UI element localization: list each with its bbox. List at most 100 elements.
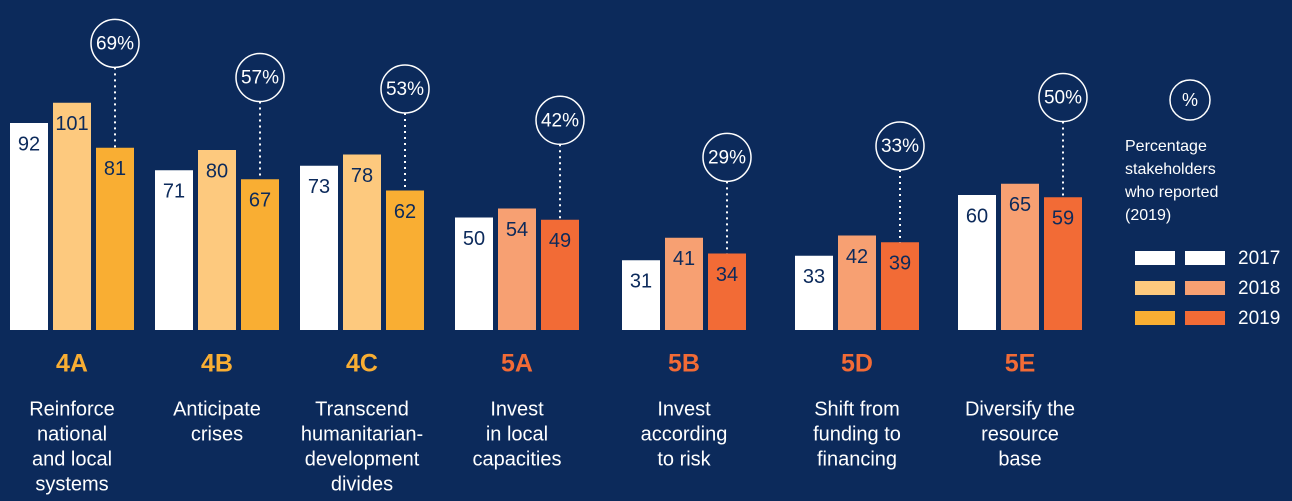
percentage-circle [235,52,285,103]
percentage-circle [1038,72,1088,123]
category-description: Anticipate [173,398,261,420]
category-label: 5A [501,350,533,378]
bar [498,208,536,330]
legend-swatch [1135,311,1175,325]
legend-label: 2019 [1238,308,1280,329]
bar [155,170,193,330]
bar-value-label: 67 [249,190,271,212]
legend-swatch [1135,251,1175,265]
bar [343,154,381,330]
bar [241,179,279,330]
bar-value-label: 60 [966,205,988,227]
category-description: humanitarian- [301,423,423,445]
bar [665,237,703,330]
bar-value-label: 101 [55,113,88,135]
category-description: and local [32,448,112,470]
bar-value-label: 62 [394,201,416,223]
category-description: according [641,423,728,445]
bar [96,147,134,330]
bar-value-label: 73 [308,176,330,198]
bar-value-label: 78 [351,165,373,187]
bar-value-label: 50 [463,228,485,250]
percentage-label: 42% [541,110,579,131]
percentage-circle [380,64,430,114]
bar-value-label: 59 [1052,208,1074,230]
legend-symbol-circle [1169,79,1211,121]
category-label: 5E [1005,350,1036,378]
percentage-label: 69% [96,33,134,54]
bar [386,190,424,330]
bar-value-label: 92 [18,133,40,155]
category-description: Shift from [814,398,900,420]
bar [958,195,996,330]
bar [10,123,48,330]
category-description: resource [981,423,1059,445]
bar-value-label: 31 [630,271,652,293]
bar [541,219,579,330]
category-description: Diversify the [965,398,1075,420]
category-description: Invest [657,398,711,420]
bar [1001,183,1039,330]
category-description: capacities [473,448,562,470]
category-description: in local [486,423,548,445]
legend-label: 2017 [1238,248,1280,269]
legend-note: (2019) [1125,207,1171,224]
legend-note: who reported [1124,184,1218,201]
category-label: 4C [346,350,378,378]
percentage-label: 53% [386,79,424,100]
legend-note: Percentage [1125,138,1207,155]
bar-value-label: 65 [1009,194,1031,216]
bar [622,260,660,330]
bar-value-label: 54 [506,219,528,241]
bar [300,165,338,330]
category-description: Transcend [315,398,409,420]
bar [198,150,236,330]
percentage-circle [702,132,752,183]
legend-swatch [1185,251,1225,265]
bar-value-label: 81 [104,158,126,180]
category-description: crises [191,423,243,445]
bar-value-label: 41 [673,248,695,270]
category-label: 4B [201,350,233,378]
legend-symbol: % [1182,90,1198,110]
bar [1044,197,1082,330]
bar [795,255,833,330]
legend-note: stakeholders [1125,161,1216,178]
category-description: financing [817,448,897,470]
category-description: divides [331,473,393,495]
percentage-label: 29% [708,147,746,168]
bar-value-label: 49 [549,230,571,252]
legend-swatch [1185,281,1225,295]
percentage-circle [535,95,585,146]
percentage-label: 57% [241,68,279,89]
bar-value-label: 42 [846,246,868,268]
category-description: base [998,448,1041,470]
category-label: 5B [668,350,700,378]
bar [881,242,919,330]
legend-swatch [1135,281,1175,295]
bar [53,102,91,330]
category-label: 4A [56,350,88,378]
category-label: 5D [841,350,873,378]
percentage-circle [875,121,925,171]
bar [708,253,746,330]
legend-swatch [1185,311,1225,325]
percentage-label: 33% [881,136,919,157]
bar-value-label: 39 [889,253,911,275]
category-description: national [37,423,107,445]
bar-value-label: 33 [803,266,825,288]
category-description: funding to [813,423,901,445]
percentage-label: 50% [1044,88,1082,109]
category-description: Reinforce [29,398,115,420]
category-description: systems [35,473,108,495]
percentage-circle [90,18,140,69]
bar-value-label: 34 [716,264,738,286]
category-description: to risk [657,448,711,470]
legend-label: 2018 [1238,278,1280,299]
bar-value-label: 80 [206,160,228,182]
bar [838,235,876,330]
bar-value-label: 71 [163,181,185,203]
category-description: development [305,448,420,470]
category-description: Invest [490,398,544,420]
